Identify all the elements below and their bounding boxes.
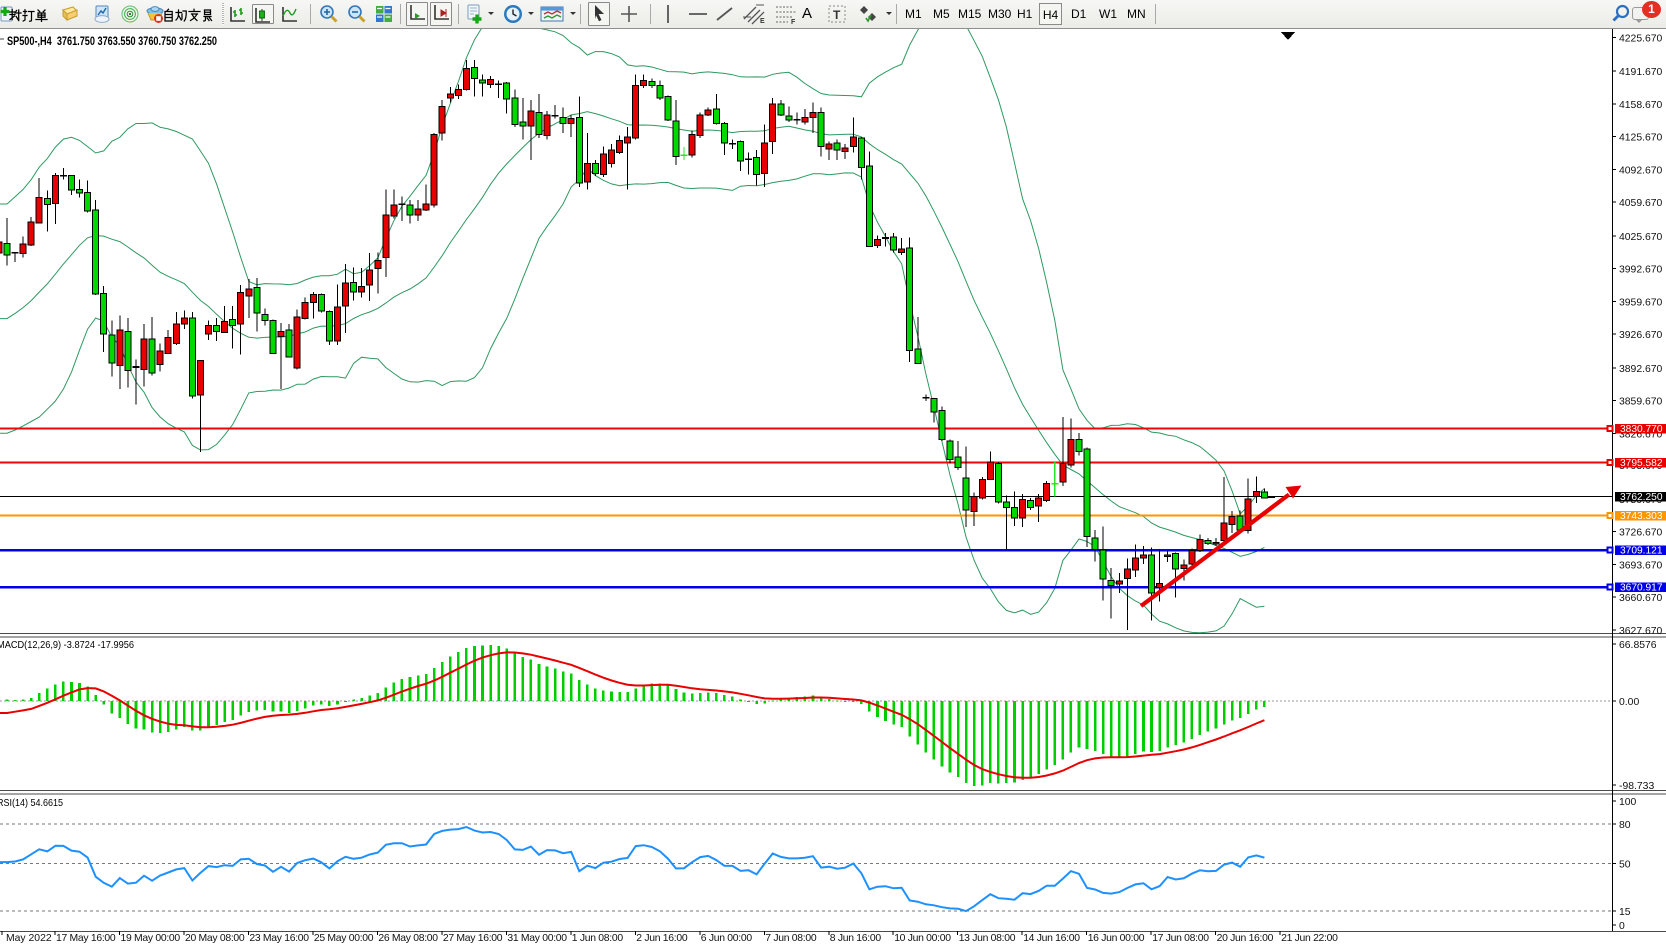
svg-text:3627.670: 3627.670 [1619,626,1663,637]
svg-text:4025.670: 4025.670 [1619,232,1663,243]
svg-text:19 May 00:00: 19 May 00:00 [121,933,181,944]
svg-text:May 2022: May 2022 [6,933,52,944]
svg-text:23 May 16:00: 23 May 16:00 [249,933,309,944]
svg-text:3992.670: 3992.670 [1619,265,1663,276]
svg-text:SP500-,H4 3761.750 3763.550 3: SP500-,H4 3761.750 3763.550 3760.750 376… [7,34,217,48]
svg-text:66.8576: 66.8576 [1619,640,1657,651]
svg-text:13 Jun 08:00: 13 Jun 08:00 [959,933,1016,944]
svg-text:3709.121: 3709.121 [1620,546,1663,557]
svg-text:8 Jun 16:00: 8 Jun 16:00 [830,933,882,944]
svg-text:80: 80 [1619,820,1631,831]
svg-text:3726.670: 3726.670 [1619,528,1663,539]
svg-text:4191.670: 4191.670 [1619,67,1663,78]
svg-text:3859.670: 3859.670 [1619,397,1663,408]
svg-text:4225.670: 4225.670 [1619,34,1663,45]
svg-text:-98.733: -98.733 [1619,781,1654,792]
svg-text:3693.670: 3693.670 [1619,560,1663,571]
svg-text:27 May 16:00: 27 May 16:00 [443,933,503,944]
svg-text:17 Jun 08:00: 17 Jun 08:00 [1152,933,1209,944]
svg-text:MACD(12,26,9) -3.8724 -17.9956: MACD(12,26,9) -3.8724 -17.9956 [0,639,134,651]
svg-text:20 Jun 16:00: 20 Jun 16:00 [1217,933,1274,944]
svg-text:50: 50 [1619,860,1631,871]
svg-text:3926.670: 3926.670 [1619,330,1663,341]
svg-text:31 May 00:00: 31 May 00:00 [507,933,567,944]
svg-text:3959.670: 3959.670 [1619,298,1663,309]
svg-text:3892.670: 3892.670 [1619,364,1663,375]
svg-text:3795.582: 3795.582 [1620,458,1663,469]
svg-text:T: T [833,8,841,22]
svg-text:F: F [791,19,796,25]
svg-text:6 Jun 00:00: 6 Jun 00:00 [701,933,753,944]
svg-text:21 Jun 22:00: 21 Jun 22:00 [1281,933,1338,944]
svg-text:16 Jun 00:00: 16 Jun 00:00 [1088,933,1145,944]
svg-text:20 May 08:00: 20 May 08:00 [185,933,245,944]
svg-text:3670.917: 3670.917 [1620,583,1663,594]
svg-text:14 Jun 16:00: 14 Jun 16:00 [1023,933,1080,944]
svg-text:15: 15 [1619,907,1631,918]
svg-text:1 Jun 08:00: 1 Jun 08:00 [572,933,624,944]
svg-text:4092.670: 4092.670 [1619,166,1663,177]
svg-text:0.00: 0.00 [1619,697,1639,708]
svg-text:7 Jun 08:00: 7 Jun 08:00 [765,933,817,944]
svg-text:E: E [760,18,765,25]
svg-text:RSI(14) 54.6615: RSI(14) 54.6615 [0,797,63,809]
svg-text:17 May 16:00: 17 May 16:00 [56,933,116,944]
svg-text:3762.250: 3762.250 [1620,492,1663,503]
svg-text:4158.670: 4158.670 [1619,100,1663,111]
svg-text:3660.670: 3660.670 [1619,593,1663,604]
svg-text:26 May 08:00: 26 May 08:00 [378,933,438,944]
svg-text:10 Jun 00:00: 10 Jun 00:00 [894,933,951,944]
svg-text:100: 100 [1619,797,1637,808]
svg-text:3826.670: 3826.670 [1619,429,1663,440]
svg-text:2 Jun 16:00: 2 Jun 16:00 [636,933,688,944]
svg-text:3830.770: 3830.770 [1620,424,1663,435]
svg-text:3743.303: 3743.303 [1620,511,1663,522]
svg-text:4125.670: 4125.670 [1619,133,1663,144]
svg-text:25 May 00:00: 25 May 00:00 [314,933,374,944]
svg-text:0: 0 [1619,921,1625,932]
svg-text:4059.670: 4059.670 [1619,198,1663,209]
